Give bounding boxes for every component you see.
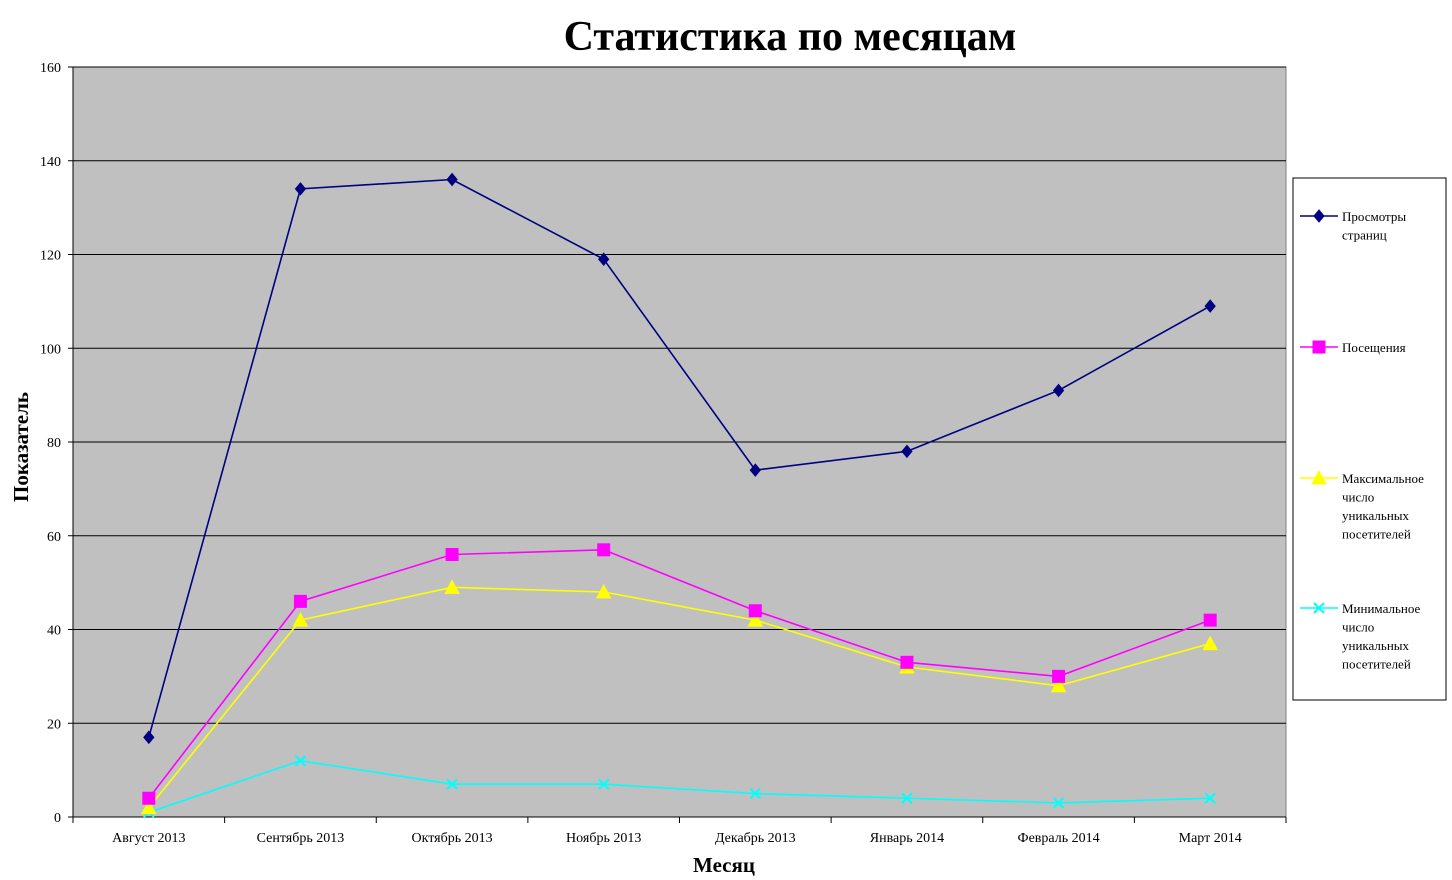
y-tick-label: 100 [40,342,61,357]
data-point [901,444,913,459]
data-point [445,548,459,561]
x-tick-label: Декабрь 2013 [715,831,796,846]
x-tick-label: Январь 2014 [870,831,944,846]
data-point [747,612,764,627]
legend-box [1292,177,1447,701]
series-lines [140,172,1219,819]
series-2 [142,543,1217,805]
data-point [444,579,460,594]
legend-label: Минимальное [1342,601,1420,616]
series-line [148,549,1211,799]
data-point [749,787,762,800]
y-tick-label: 0 [54,811,61,826]
data-point [294,182,307,196]
legend-label: Просмотры [1342,209,1406,224]
x-tick-label: Август 2013 [112,831,185,846]
data-point [749,463,761,477]
data-point [1052,797,1065,809]
data-point [143,730,155,745]
y-tick-label: 140 [40,155,61,170]
y-tick-label: 40 [47,624,61,639]
legend-marker [1312,340,1326,354]
data-point [901,792,913,804]
data-point [1204,299,1216,313]
x-axis-title: Месяц [693,853,755,877]
data-point [292,612,309,627]
data-point [293,594,307,608]
legend-entry-3: Максимальное число уникальных посетителей [1300,469,1424,542]
legend-label: страниц [1342,228,1387,243]
data-point [597,543,611,557]
data-point [598,252,610,266]
y-tick-label: 120 [40,249,61,264]
legend-label: число [1342,620,1374,635]
series-line [148,759,1211,814]
data-point [597,778,610,790]
data-point [1204,792,1216,804]
legend-label: посетителей [1342,657,1411,672]
data-point [446,172,458,187]
series-4 [143,755,1216,819]
x-tick-label: Март 2014 [1179,831,1242,846]
legend-label: Посещения [1342,340,1406,355]
grid-lines [73,66,1286,724]
series-line [148,586,1211,809]
data-point [1202,635,1219,651]
series-line [148,178,1211,738]
legend-label: Максимальное [1342,471,1424,486]
x-tick-label: Ноябрь 2013 [566,831,641,846]
data-point [1052,383,1065,398]
y-tick-label: 160 [40,61,61,76]
x-tick-label: Февраль 2014 [1018,831,1100,846]
data-point [1050,677,1067,693]
legend-label: уникальных [1342,508,1410,523]
legend-marker [1313,209,1325,223]
chart-title: Статистика по месяцам [564,14,1017,60]
data-point [446,778,458,790]
data-point [1203,613,1217,627]
legend-marker [1313,602,1325,614]
x-tick-label: Октябрь 2013 [412,831,493,846]
legend-marker [1311,469,1327,485]
y-tick-label: 20 [47,717,61,732]
y-axis-title: Показатель [9,392,33,502]
data-point [140,799,157,815]
y-tick-label: 60 [47,530,61,545]
legend: Просмотры страниц Посещения Максимальное чис… [1292,177,1447,701]
y-tick-label: 80 [47,436,61,451]
data-point [748,604,762,618]
data-point [595,583,612,599]
legend-entry-1: Просмотры страниц [1300,209,1406,243]
series-1 [143,172,1216,745]
legend-label: посетителей [1342,527,1411,542]
data-point [900,655,914,669]
x-tick-label: Сентябрь 2013 [257,831,345,846]
legend-label: уникальных [1342,638,1410,653]
legend-entry-4: Минимальное число уникальных посетителей [1300,601,1420,672]
data-point [1052,669,1066,683]
data-point [142,791,156,805]
legend-label: число [1342,490,1374,505]
data-point [294,755,307,767]
axes: 0 20 40 60 80 100 120 140 160 Август 2013 Сентябрь… [40,61,1287,846]
legend-entry-2: Посещения [1300,340,1406,355]
